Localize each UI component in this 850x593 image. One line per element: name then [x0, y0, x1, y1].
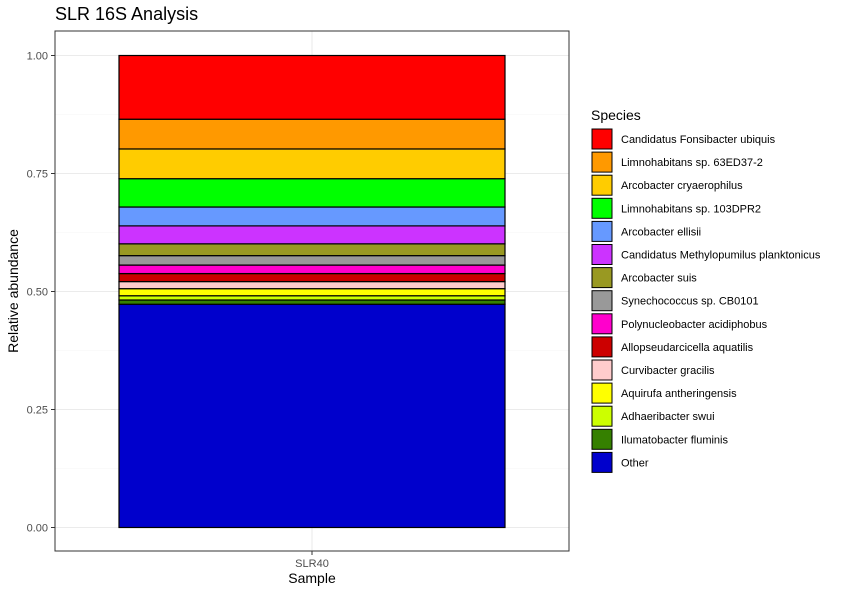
legend-swatch — [591, 267, 613, 289]
bar-segment — [118, 295, 506, 301]
legend-swatch — [591, 174, 613, 196]
legend-swatch — [591, 220, 613, 242]
legend: Candidatus Fonsibacter ubiquis Limnohabit… — [591, 128, 821, 473]
legend-swatch — [591, 428, 613, 450]
y-tick-label: 0.00 — [27, 523, 48, 535]
legend-label: Allopseudarcicella aquatilis — [621, 342, 754, 354]
legend-swatch — [591, 336, 613, 358]
legend-label: Arcobacter cryaerophilus — [621, 180, 743, 192]
bar-segment — [118, 272, 506, 283]
legend-swatch — [591, 290, 613, 312]
legend-swatch — [591, 128, 613, 150]
legend-label: Adhaeribacter swui — [621, 411, 715, 423]
bar-segment — [118, 280, 506, 290]
bar-segment — [118, 225, 506, 245]
legend-label: Curvibacter gracilis — [621, 365, 715, 377]
legend-swatch — [591, 359, 613, 381]
legend-label: Polynucleobacter acidiphobus — [621, 319, 768, 331]
bar-segment — [118, 206, 506, 227]
legend-swatch — [591, 451, 613, 473]
legend-swatch — [591, 244, 613, 265]
chart-title: SLR 16S Analysis — [55, 4, 198, 24]
y-axis-title: Relative abundance — [5, 229, 21, 353]
bar-segment — [118, 288, 506, 297]
bar-segment — [118, 255, 506, 266]
bar-segment — [118, 299, 506, 305]
legend-swatch — [591, 382, 613, 404]
legend-label: Candidatus Fonsibacter ubiquis — [621, 134, 776, 146]
bar-segment — [118, 148, 506, 180]
y-tick-label: 0.50 — [27, 287, 48, 299]
legend-label: Limnohabitans sp. 63ED37-2 — [621, 157, 763, 169]
legend-label: Limnohabitans sp. 103DPR2 — [621, 203, 761, 215]
legend-label: Synechococcus sp. CB0101 — [621, 296, 759, 308]
x-tick-label: SLR40 — [295, 558, 329, 570]
y-tick-label: 0.75 — [27, 169, 48, 181]
x-axis-title: Sample — [288, 570, 336, 586]
legend-label: Arcobacter ellisii — [621, 226, 701, 238]
legend-label: Candidatus Methylopumilus planktonicus — [621, 250, 821, 262]
legend-swatch — [591, 197, 613, 219]
bar-segment — [118, 178, 506, 208]
legend-title: Species — [591, 107, 641, 123]
bar-stack — [118, 54, 506, 529]
y-tick-label: 1.00 — [27, 51, 48, 63]
bar-segment — [118, 243, 506, 257]
legend-label: Ilumatobacter fluminis — [621, 434, 728, 446]
legend-swatch — [591, 405, 613, 427]
y-tick-label: 0.25 — [27, 405, 48, 417]
y-axis: 0.00 0.25 0.50 0.75 1.00 — [27, 51, 55, 535]
legend-label: Arcobacter suis — [621, 273, 697, 285]
legend-label: Aquirufa antheringensis — [621, 388, 737, 400]
legend-swatch — [591, 313, 613, 335]
bar-segment — [118, 118, 506, 150]
bar-segment — [118, 264, 506, 275]
legend-swatch — [591, 151, 613, 173]
legend-label: Other — [621, 457, 649, 469]
x-axis: SLR40 — [295, 551, 329, 570]
bar-segment — [118, 303, 506, 529]
bar-segment — [118, 54, 506, 120]
